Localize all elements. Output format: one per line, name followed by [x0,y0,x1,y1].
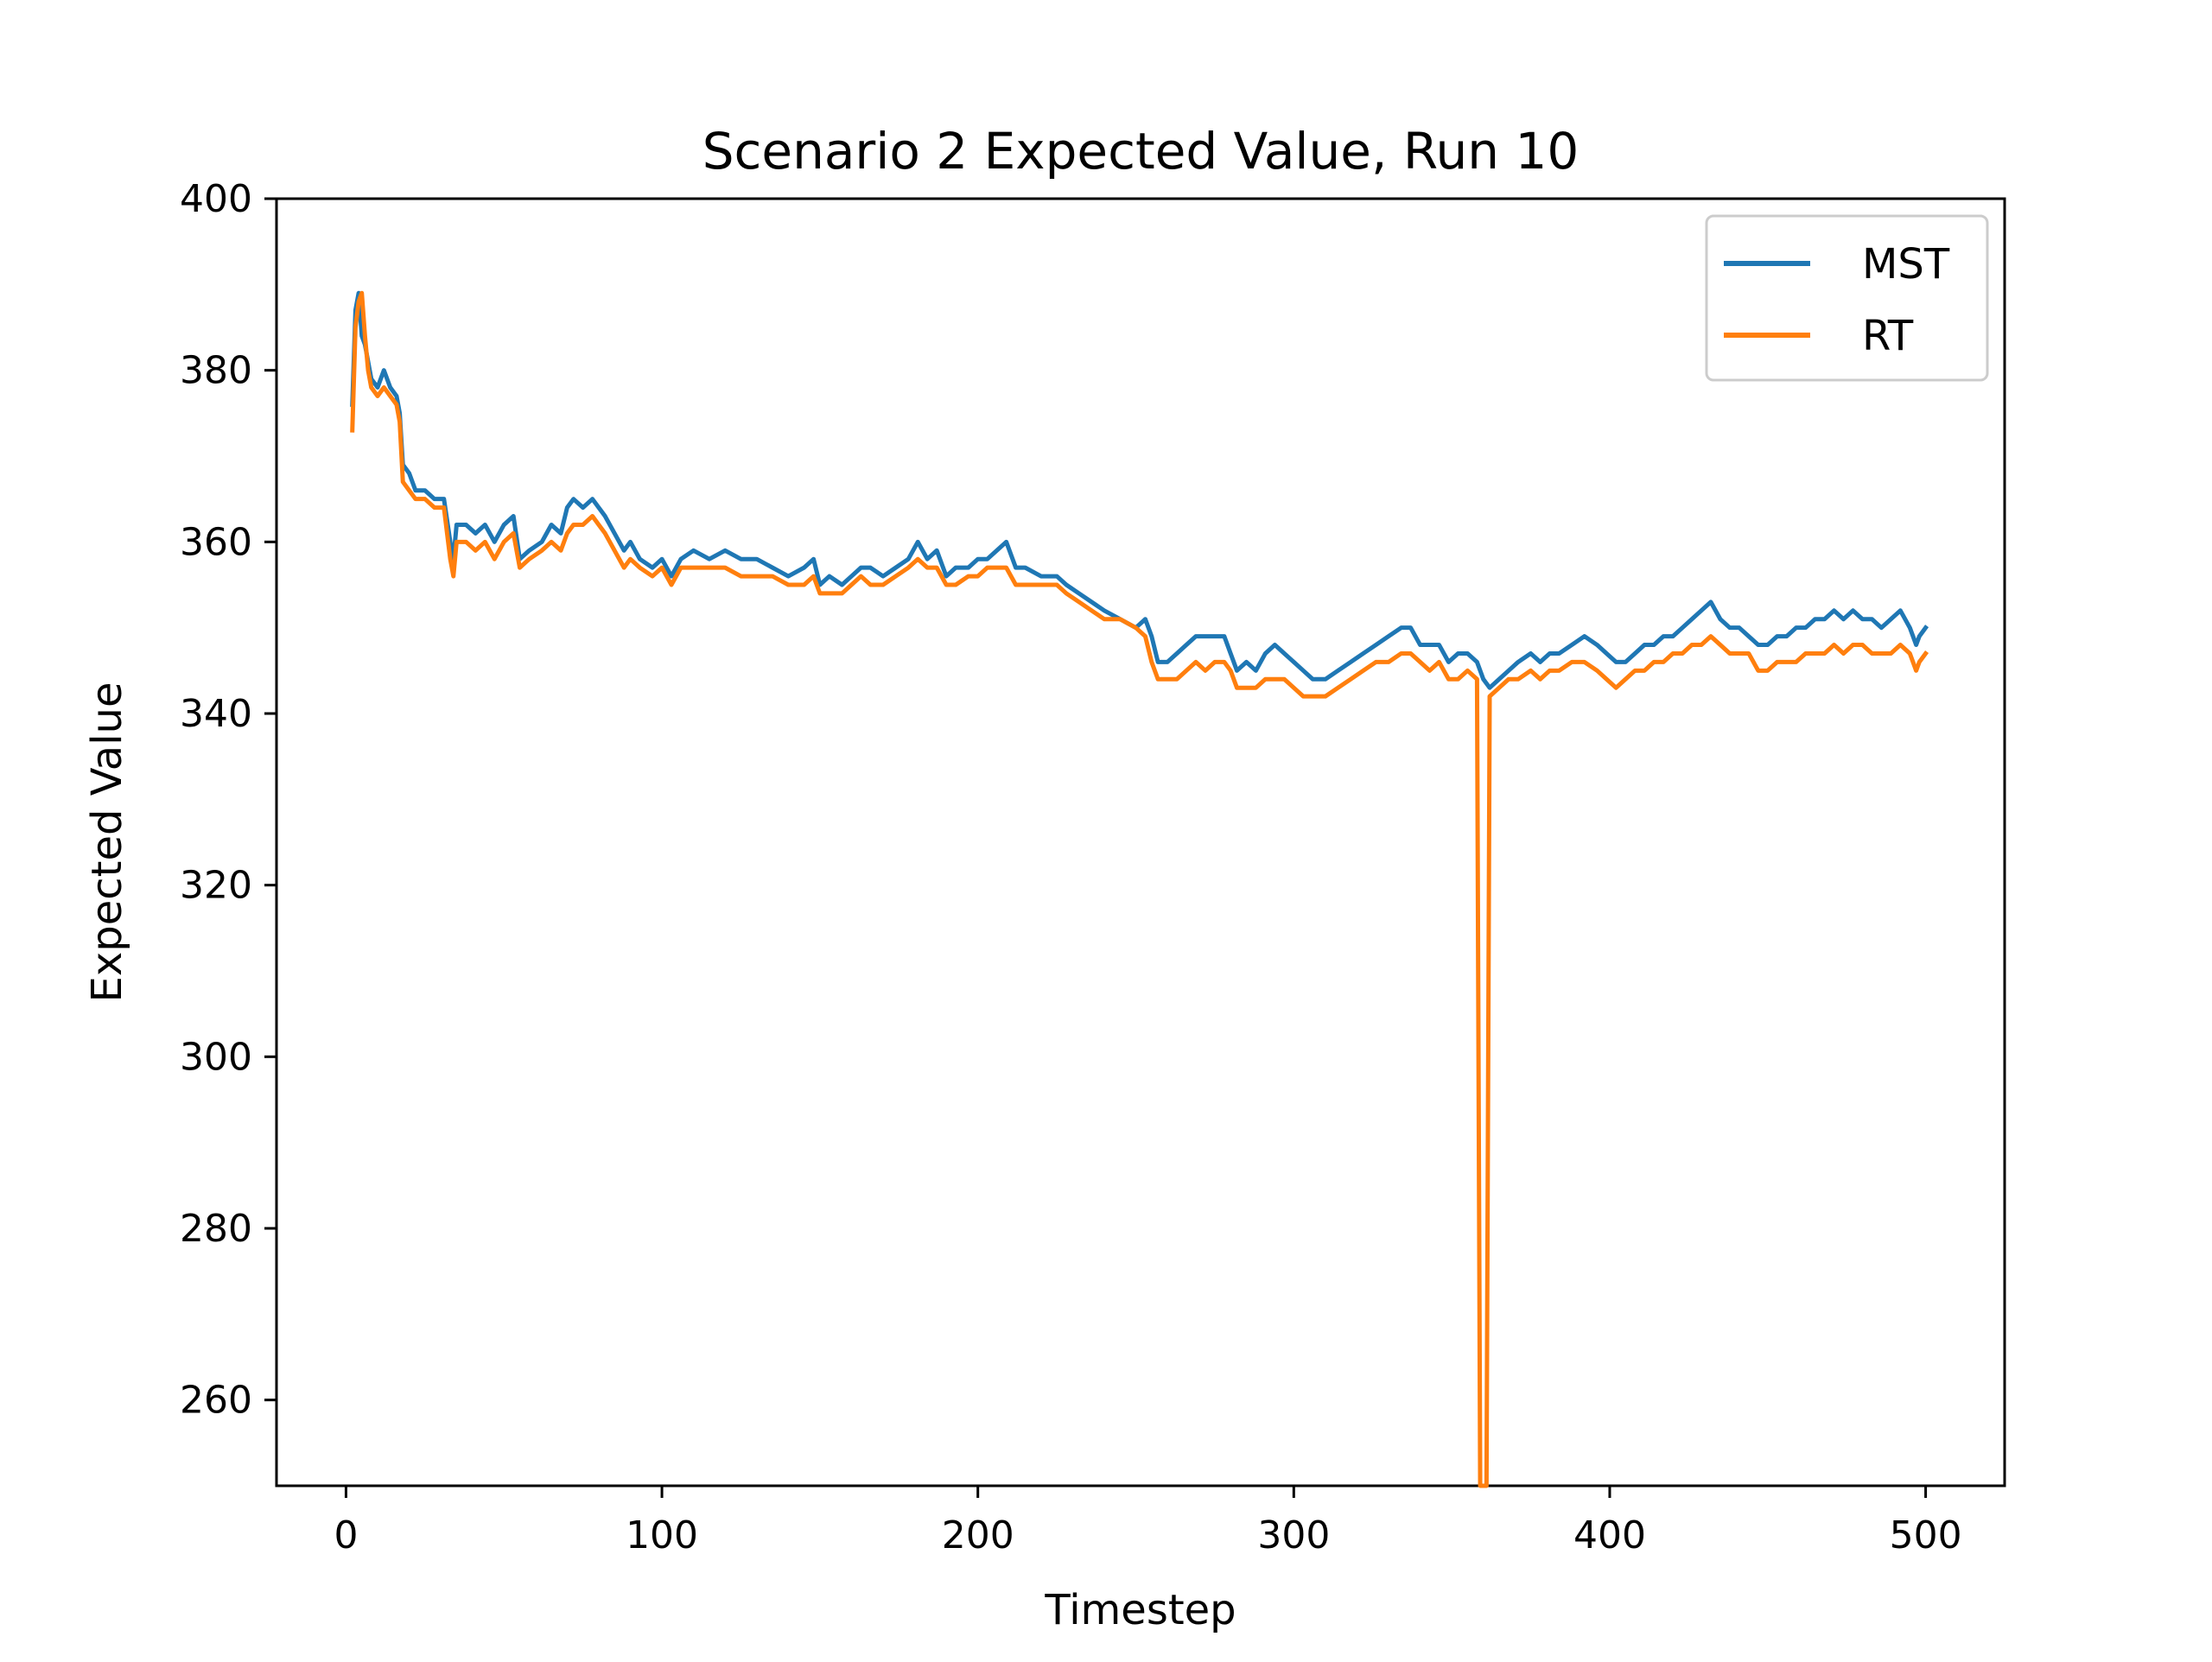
x-tick-label: 0 [334,1513,358,1557]
x-tick-label: 300 [1257,1513,1330,1557]
y-axis-ticks: 260 280 300 320 340 360 380 400 [180,177,276,1423]
legend-box [1705,214,1989,382]
y-tick-label: 360 [180,520,252,564]
x-axis-label: Timestep [1044,1586,1236,1634]
series-layer [350,290,1929,1488]
y-tick-label: 380 [180,349,252,393]
y-tick-label: 340 [180,692,252,736]
chart-title: Scenario 2 Expected Value, Run 10 [702,122,1580,181]
y-axis-label: Expected Value [83,682,131,1002]
x-tick-label: 200 [942,1513,1014,1557]
y-tick-label: 260 [180,1379,252,1423]
x-tick-label: 500 [1890,1513,1962,1557]
y-tick-label: 300 [180,1035,252,1079]
series-line-rt [350,290,1929,1488]
x-tick-label: 100 [626,1513,698,1557]
legend-label-mst: MST [1862,240,1950,289]
y-tick-label: 400 [180,177,252,221]
plot-frame [275,197,2006,1488]
x-tick-label: 400 [1573,1513,1646,1557]
legend-label-rt: RT [1862,312,1914,360]
x-axis-ticks: 0 100 200 300 400 500 [334,1486,1962,1557]
legend: MST RT [1705,214,1989,382]
y-tick-label: 320 [180,864,252,908]
y-tick-label: 280 [180,1207,252,1251]
